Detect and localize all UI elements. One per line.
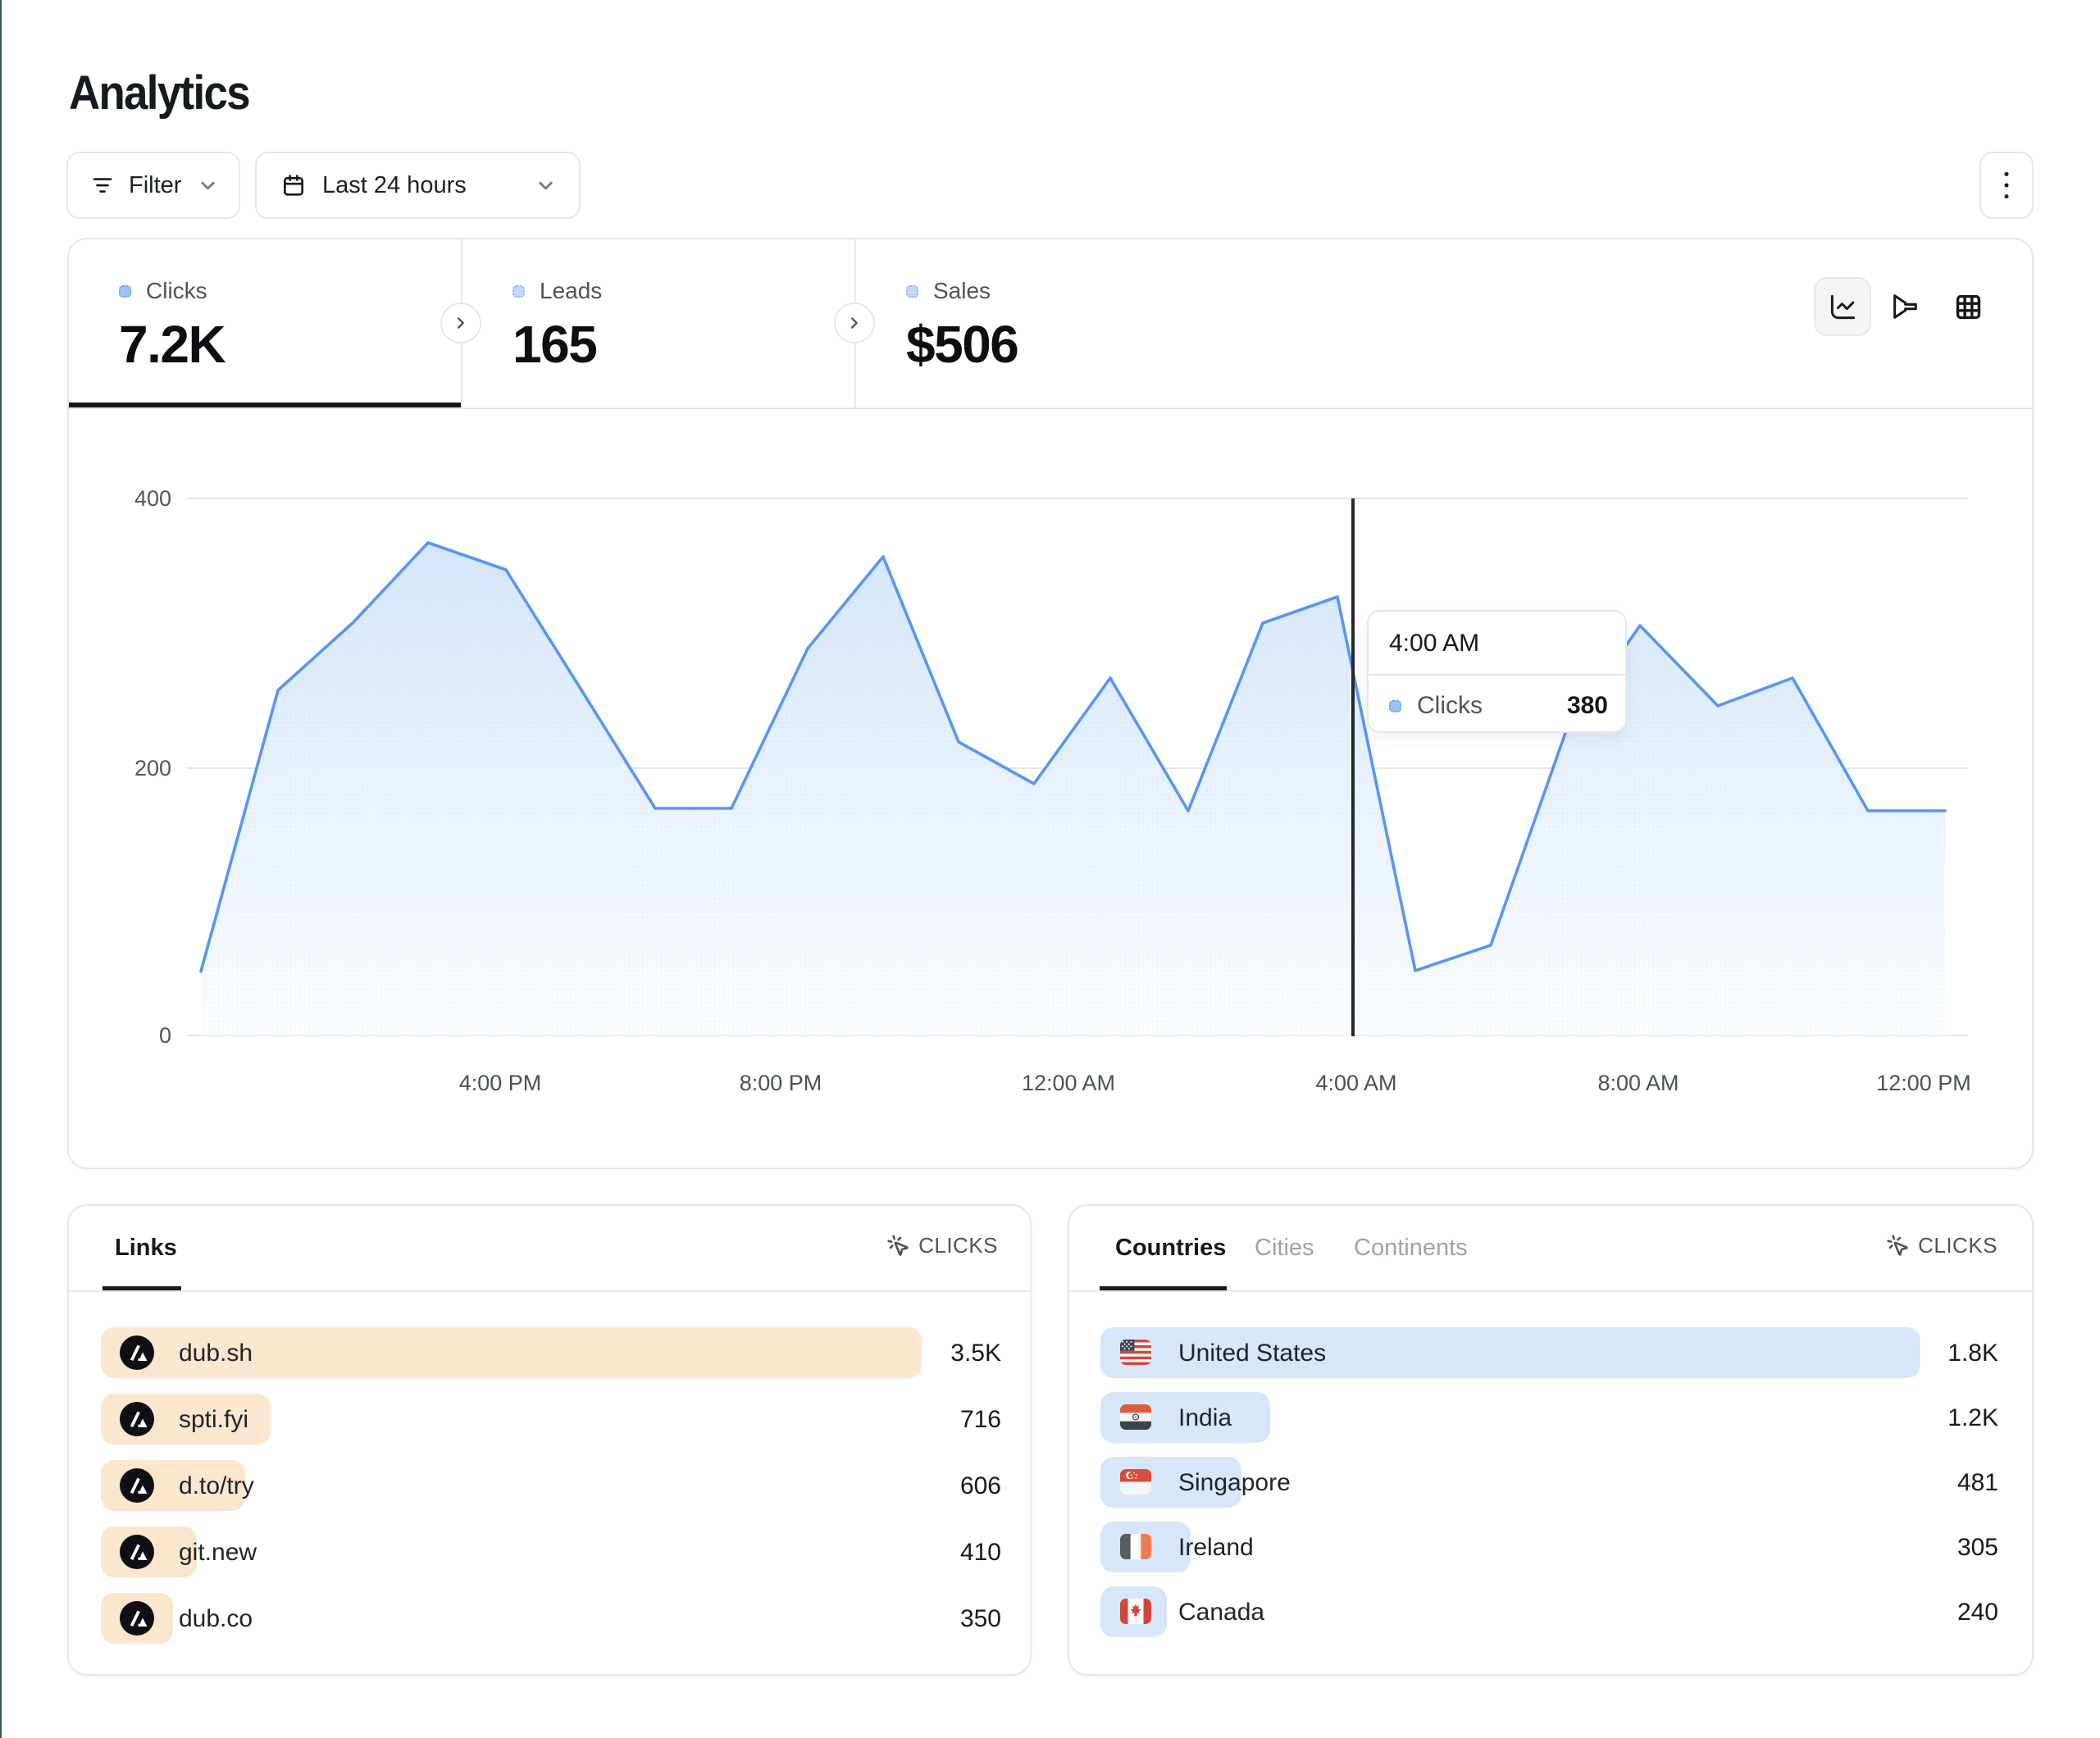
svg-text:8:00 AM: 8:00 AM — [1597, 1071, 1679, 1095]
svg-text:4:00 PM: 4:00 PM — [459, 1071, 542, 1095]
svg-text:8:00 PM: 8:00 PM — [740, 1071, 822, 1095]
svg-text:0: 0 — [159, 1023, 171, 1048]
svg-text:12:00 PM: 12:00 PM — [1876, 1071, 1971, 1095]
svg-text:200: 200 — [134, 756, 171, 780]
svg-text:12:00 AM: 12:00 AM — [1022, 1071, 1115, 1095]
svg-text:400: 400 — [134, 486, 171, 511]
svg-text:4:00 AM: 4:00 AM — [1315, 1071, 1396, 1095]
